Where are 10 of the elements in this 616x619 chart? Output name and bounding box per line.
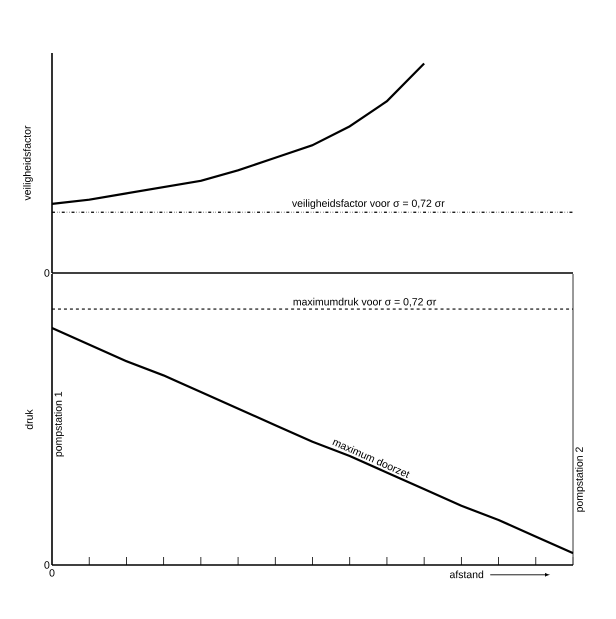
text: 0 xyxy=(50,569,54,577)
text: 0 xyxy=(44,269,50,277)
series-label: veiligheidsfactor voor σ = 0,72 σr xyxy=(292,199,445,210)
annotation: pompstation 1 xyxy=(54,392,64,456)
y-axis-title: druk xyxy=(25,409,33,430)
text: 0 xyxy=(44,561,50,569)
x-axis-title: afstand xyxy=(450,570,484,578)
y-axis-title: veiligheidsfactor xyxy=(23,126,33,200)
text: maximumdruk voor σ = 0,72 σr xyxy=(294,298,436,307)
text: pompstation 2 xyxy=(575,447,585,512)
